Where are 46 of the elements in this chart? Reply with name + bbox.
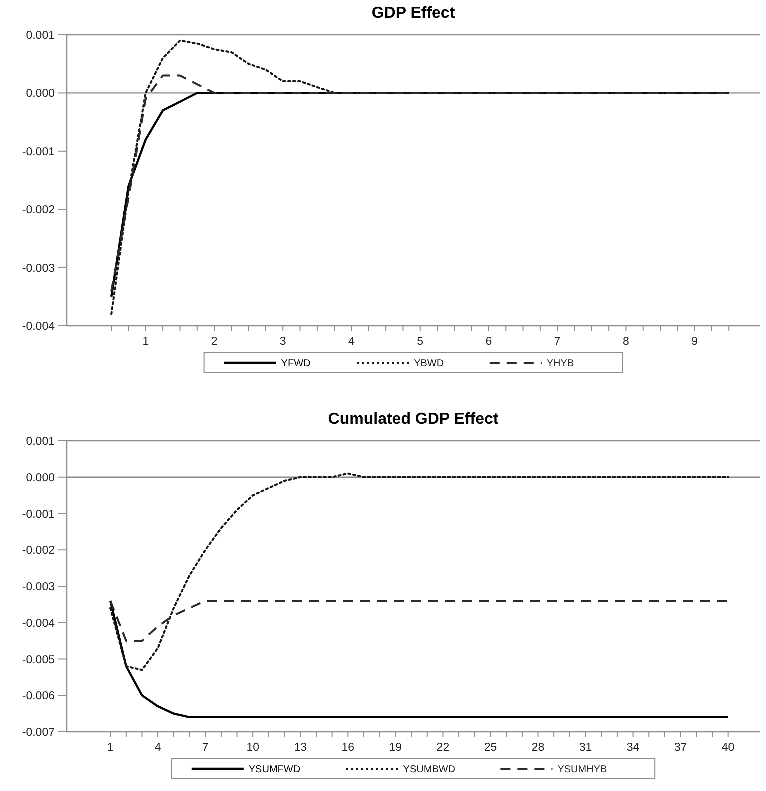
x-tick-label: 40 (722, 742, 735, 754)
x-tick-label: 19 (389, 742, 402, 754)
y-tick-label: -0.003 (22, 262, 55, 275)
y-tick-label: -0.003 (22, 582, 55, 594)
y-tick-label: -0.006 (22, 690, 55, 703)
x-tick-label: 34 (626, 742, 640, 754)
x-tick-label: 13 (294, 742, 308, 754)
y-tick-label: 0.000 (26, 88, 55, 100)
y-tick-label: 0.000 (26, 472, 55, 484)
y-tick-label: -0.002 (22, 545, 55, 558)
x-tick-label: 37 (674, 742, 688, 754)
x-tick-label: 28 (532, 742, 545, 754)
text: YFWD (281, 358, 311, 370)
text: YSUMFWD (248, 764, 301, 776)
y-tick-label: 0.001 (26, 30, 55, 42)
y-tick-label: -0.004 (22, 618, 56, 630)
y-tick-label: -0.001 (22, 508, 55, 521)
y-tick-label: 0.001 (26, 436, 55, 448)
x-tick-label: 16 (342, 742, 355, 754)
y-tick-label: -0.001 (22, 146, 55, 158)
x-tick-label: 1 (107, 742, 114, 754)
x-tick-label: 4 (348, 336, 356, 348)
x-tick-label: 7 (202, 742, 209, 754)
x-tick-label: 7 (554, 336, 561, 348)
x-tick-label: 9 (692, 336, 698, 348)
text: YHYB (546, 358, 574, 370)
x-tick-label: 5 (417, 336, 424, 348)
x-tick-label: 3 (280, 336, 286, 348)
y-tick-label: -0.004 (22, 321, 56, 334)
chart-title: GDP Effect (372, 5, 456, 22)
x-tick-label: 1 (142, 336, 150, 348)
text: YSUMBWD (403, 764, 456, 776)
x-tick-label: 6 (486, 336, 492, 348)
x-tick-label: 4 (154, 742, 162, 754)
x-tick-label: 10 (246, 742, 260, 754)
x-tick-label: 25 (484, 742, 498, 754)
y-tick-label: -0.002 (22, 204, 55, 217)
chart-title: Cumulated GDP Effect (328, 411, 500, 428)
text: YBWD (414, 358, 444, 370)
y-tick-label: -0.007 (22, 727, 55, 740)
y-tick-label: -0.005 (22, 654, 55, 666)
x-tick-label: 31 (579, 742, 592, 754)
x-tick-label: 22 (436, 742, 450, 754)
text: YSUMHYB (558, 764, 608, 776)
x-tick-label: 2 (211, 336, 218, 348)
x-tick-label: 8 (623, 336, 630, 348)
